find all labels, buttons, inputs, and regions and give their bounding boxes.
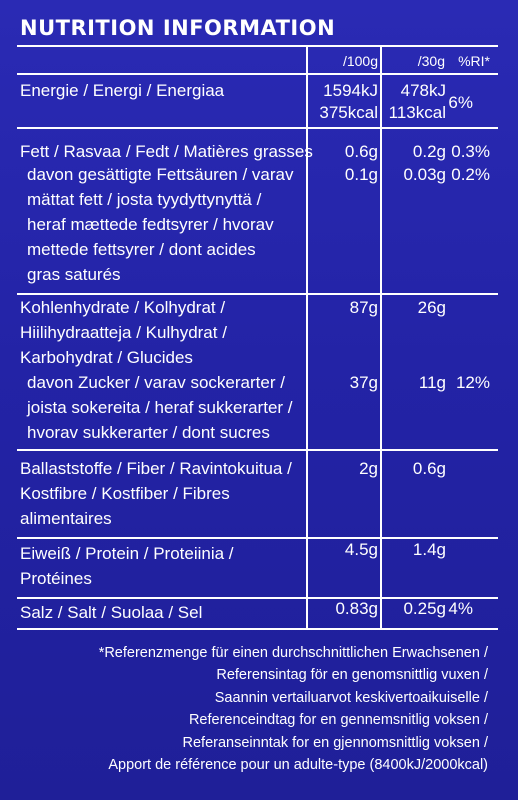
footnote-line-1: *Referenzmenge für einen durchschnittlic…	[98, 645, 488, 661]
saturates-label-line-5: gras saturés	[27, 265, 121, 284]
footnote-line-3: Saannin vertailuarvot keskivertoaikuisel…	[214, 690, 488, 706]
energy-kj-100g: 1594kJ	[323, 81, 378, 100]
header-per-100g: /100g	[342, 53, 378, 69]
salt-rule	[17, 628, 498, 630]
energy-rule	[17, 127, 498, 129]
salt-ri: 4%	[448, 599, 473, 618]
energy-kj-30g: 478kJ	[400, 81, 446, 100]
carbs-label-line-1: Kohlenhydrate / Kolhydrat /	[20, 298, 226, 317]
protein-30g: 1.4g	[412, 540, 446, 559]
fibre-label-line-1: Ballaststoffe / Fiber / Ravintokuitua /	[20, 459, 292, 478]
protein-label-line-2: Protéines	[20, 569, 92, 588]
fibre-label-line-2: Kostfibre / Kostfiber / Fibres	[20, 484, 230, 503]
column-divider-2	[380, 45, 382, 628]
header-per-30g: /30g	[417, 53, 445, 69]
energy-kcal-100g: 375kcal	[319, 103, 378, 122]
protein-rule	[17, 597, 498, 599]
fat-ri: 0.3%	[451, 142, 490, 161]
sugars-ri: 12%	[455, 373, 490, 392]
sugars-label-line-3: hvorav sukkerarter / dont sucres	[27, 423, 270, 442]
fat-100g: 0.6g	[344, 142, 378, 161]
header-rule	[17, 73, 498, 75]
saturates-ri: 0.2%	[451, 165, 490, 184]
energy-kcal-30g: 113kcal	[388, 103, 446, 122]
title-rule	[17, 45, 498, 47]
sugars-30g: 11g	[418, 373, 446, 392]
salt-100g: 0.83g	[335, 599, 378, 618]
salt-label: Salz / Salt / Suolaa / Sel	[20, 603, 203, 622]
saturates-label-line-3: heraf mættede fedtsyrer / hvorav	[27, 215, 274, 234]
column-divider-1	[306, 45, 308, 628]
fibre-100g: 2g	[359, 459, 378, 478]
footnote-line-5: Referanseinntak for en gjennomsnittlig v…	[182, 735, 488, 751]
fat-label: Fett / Rasvaa / Fedt / Matières grasses	[20, 142, 313, 161]
panel-title: NUTRITION INFORMATION	[20, 16, 336, 40]
footnote-line-4: Referenceindtag for en gennemsnitlig vok…	[188, 712, 488, 728]
carbs-label-line-3: Karbohydrat / Glucides	[20, 348, 193, 367]
sugars-100g: 37g	[349, 373, 378, 392]
saturates-label-line-1: davon gesättigte Fettsäuren / varav	[27, 165, 294, 184]
fibre-30g: 0.6g	[412, 459, 446, 478]
fibre-rule	[17, 537, 498, 539]
sugars-label-line-2: joista sokereita / heraf sukkerarter /	[27, 398, 293, 417]
fat-30g: 0.2g	[412, 142, 446, 161]
saturates-label-line-4: mettede fettsyrer / dont acides	[27, 240, 256, 259]
fibre-label-line-3: alimentaires	[20, 509, 112, 528]
energy-ri: 6%	[448, 93, 473, 112]
footnote-line-2: Referensintag för en genomsnittlig vuxen…	[216, 667, 488, 683]
carbs-label-line-2: Hiilihydraatteja / Kulhydrat /	[20, 323, 227, 342]
fat-rule	[17, 293, 498, 295]
protein-100g: 4.5g	[344, 540, 378, 559]
carbs-rule	[17, 449, 498, 451]
header-ri: %RI*	[458, 53, 490, 69]
salt-30g: 0.25g	[403, 599, 446, 618]
saturates-30g: 0.03g	[403, 165, 446, 184]
carbs-100g: 87g	[349, 298, 378, 317]
carbs-30g: 26g	[417, 298, 446, 317]
footnote-line-6: Apport de référence pour un adulte-type …	[108, 757, 488, 773]
saturates-100g: 0.1g	[344, 165, 378, 184]
energy-label: Energie / Energi / Energiaa	[20, 81, 225, 100]
protein-label-line-1: Eiweiß / Protein / Proteiinia /	[20, 544, 234, 563]
sugars-label-line-1: davon Zucker / varav sockerarter /	[27, 373, 285, 392]
saturates-label-line-2: mättat fett / josta tyydyttynyttä /	[27, 190, 262, 209]
